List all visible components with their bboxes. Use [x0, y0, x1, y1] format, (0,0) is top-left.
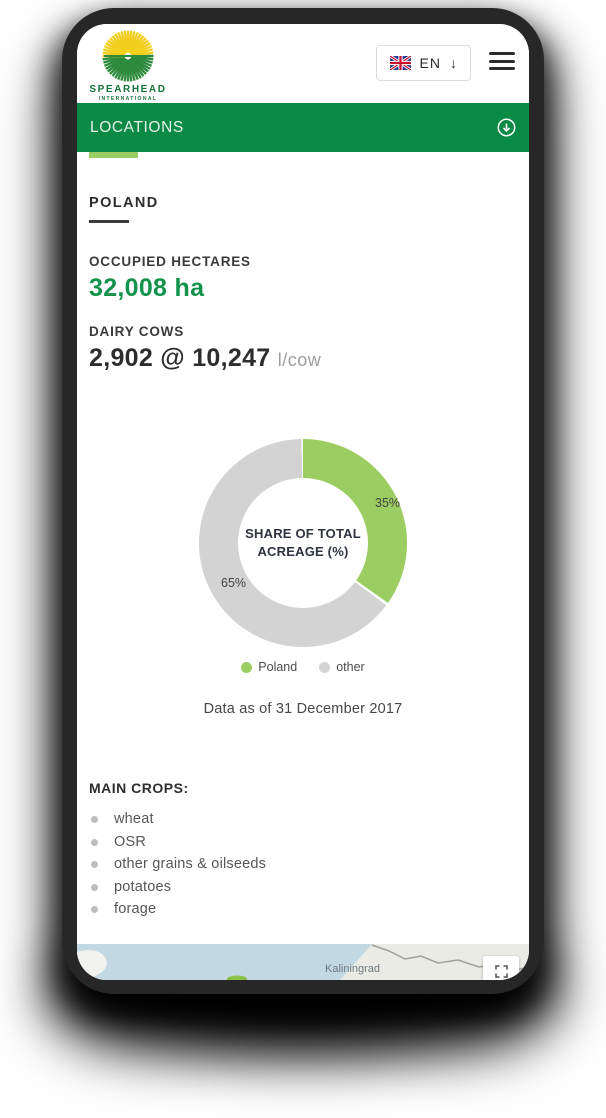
fullscreen-icon — [494, 964, 508, 978]
locations-map[interactable]: Kaliningrad — [77, 944, 529, 980]
dairy-cows-value: 2,902 @ 10,247 l/cow — [89, 344, 517, 373]
hectares-label: OCCUPIED HECTARES — [89, 254, 251, 269]
chart-center-title: SHARE OF TOTAL ACREAGE (%) — [245, 526, 361, 559]
hamburger-menu-button[interactable] — [489, 52, 515, 75]
crop-item: other grains & oilseeds — [89, 856, 517, 872]
acreage-chart: SHARE OF TOTAL ACREAGE (%) 35% 65% Polan… — [199, 439, 407, 674]
sunburst-logo-icon — [102, 30, 154, 82]
chart-legend: Poland other — [199, 660, 407, 674]
main-content: POLAND OCCUPIED HECTARES 32,008 ha DAIRY… — [77, 158, 529, 944]
crop-item: potatoes — [89, 879, 517, 895]
legend-dot-poland — [241, 661, 253, 673]
crop-item: forage — [89, 901, 517, 917]
arrow-down-icon: ↓ — [450, 55, 457, 71]
legend-item-other[interactable]: other — [319, 660, 365, 674]
phone-frame: SPEARHEAD INTERNATIONAL EN ↓ — [62, 8, 544, 994]
main-crops-section: MAIN CROPS: wheat OSR other grains & oil… — [89, 780, 517, 917]
scroll-down-circle-button[interactable] — [497, 118, 516, 137]
donut-hole: SHARE OF TOTAL ACREAGE (%) — [238, 478, 368, 608]
map-graphic — [77, 944, 529, 980]
phone-screen: SPEARHEAD INTERNATIONAL EN ↓ — [77, 24, 529, 980]
legend-label-poland: Poland — [258, 660, 298, 674]
brand-logo[interactable]: SPEARHEAD INTERNATIONAL — [89, 29, 167, 102]
legend-label-other: other — [336, 660, 365, 674]
slice-percent-poland: 35% — [375, 496, 401, 510]
main-crops-list: wheat OSR other grains & oilseeds potato… — [89, 811, 517, 917]
crop-item: wheat — [89, 811, 517, 827]
cows-number: 2,902 @ 10,247 — [89, 344, 271, 372]
slice-percent-other: 65% — [221, 576, 247, 590]
heading-rule — [89, 220, 129, 223]
language-selector-button[interactable]: EN ↓ — [375, 45, 471, 81]
cows-unit: l/cow — [277, 350, 322, 370]
hectares-value: 32,008 ha — [89, 274, 205, 302]
brand-subtitle: INTERNATIONAL — [98, 96, 158, 102]
country-heading: POLAND — [89, 195, 159, 211]
data-note: Data as of 31 December 2017 — [203, 701, 403, 717]
map-city-label: Kaliningrad — [325, 963, 381, 975]
language-label: EN — [419, 55, 441, 71]
uk-flag-icon — [389, 56, 411, 70]
legend-item-poland[interactable]: Poland — [241, 660, 297, 674]
dairy-cows-label: DAIRY COWS — [89, 324, 185, 339]
section-title: LOCATIONS — [90, 118, 184, 136]
map-fullscreen-button[interactable] — [483, 956, 519, 980]
brand-name: SPEARHEAD — [89, 84, 167, 95]
legend-dot-other — [319, 661, 331, 673]
header: SPEARHEAD INTERNATIONAL EN ↓ — [77, 24, 529, 103]
crop-item: OSR — [89, 834, 517, 850]
donut-chart: SHARE OF TOTAL ACREAGE (%) 35% 65% — [199, 439, 407, 647]
section-bar: LOCATIONS — [77, 103, 529, 152]
main-crops-title: MAIN CROPS: — [89, 780, 189, 796]
active-tab-indicator — [89, 152, 138, 158]
